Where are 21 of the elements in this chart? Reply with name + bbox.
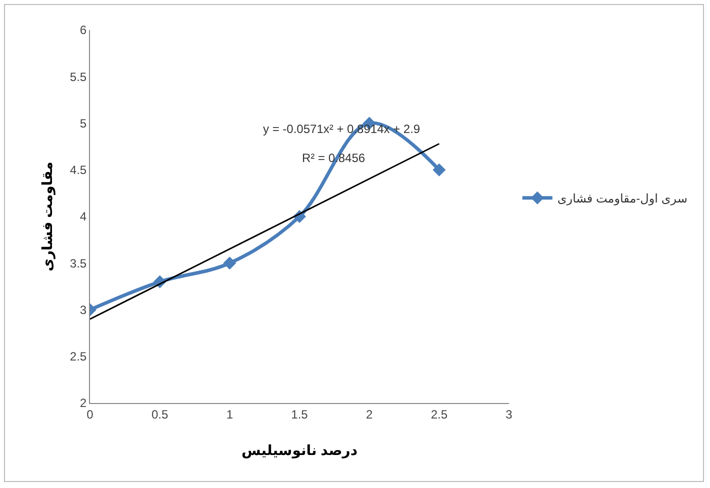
y-tick-label: 5.5 <box>70 70 87 84</box>
y-tick-label: 2 <box>80 396 87 410</box>
y-tick-label: 6 <box>80 23 87 38</box>
point <box>432 163 446 176</box>
y-tick-label: 2.5 <box>70 350 87 364</box>
x-tick-label: 1.5 <box>291 407 308 422</box>
y-tick-label: 4.5 <box>70 163 87 178</box>
y-axis-title: مقاومت فشاری <box>39 162 56 272</box>
y-tick-label: 3.5 <box>70 256 87 270</box>
x-tick-label: 0 <box>86 407 94 422</box>
y-tick-label: 3 <box>80 302 87 317</box>
x-tick-label: 0.5 <box>151 407 168 422</box>
x-axis-title: درصد نانوسیلیس <box>242 442 358 459</box>
point <box>223 256 236 270</box>
y-tick-label: 5 <box>80 116 87 130</box>
x-tick-label: 1 <box>226 407 234 422</box>
x-tick-label: 2 <box>366 407 373 422</box>
x-tick-label: 2.5 <box>430 407 448 422</box>
y-tick-label: 4 <box>80 210 87 224</box>
x-tick-label: 3 <box>506 407 513 422</box>
legend-label: سری اول-مقاومت فشاری <box>557 192 688 206</box>
